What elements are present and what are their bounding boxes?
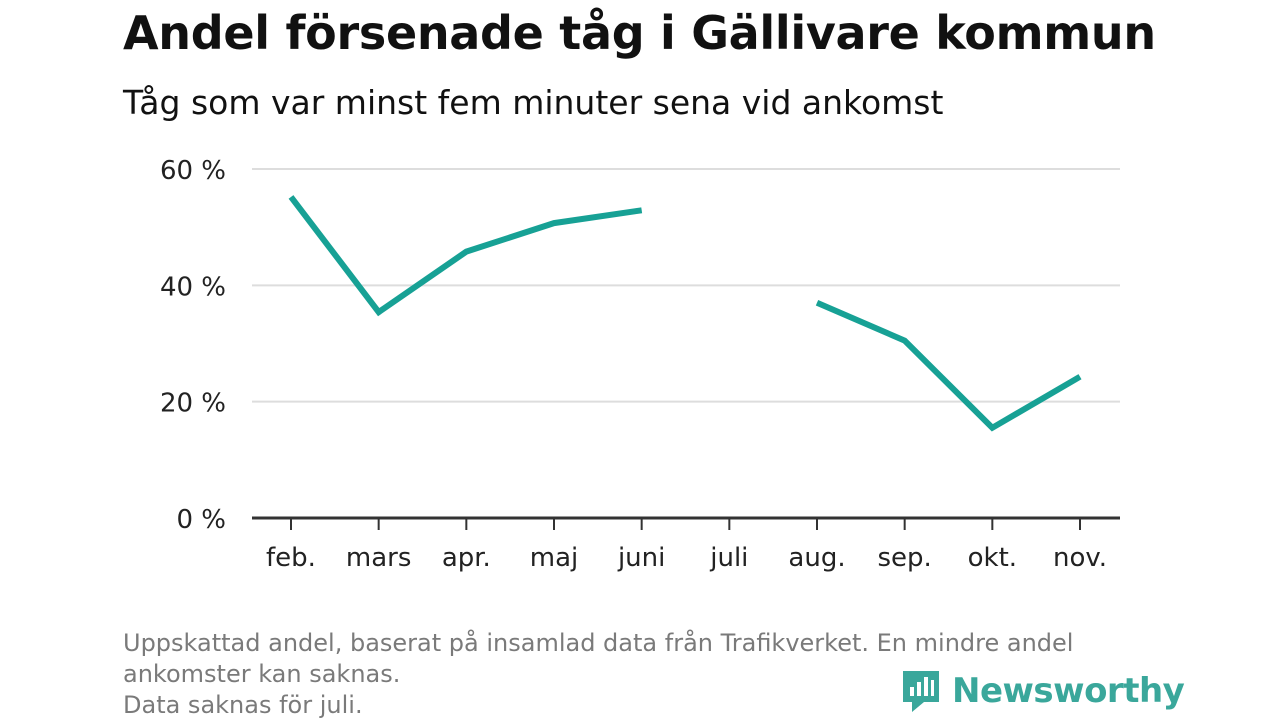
x-tick-label: maj [530,543,578,573]
line-chart: 0 % 20 % 40 % 60 % feb. mars apr. maj juni juli au… [160,156,1120,573]
footnote-line-3: Data saknas för juli. [123,691,363,719]
x-tick-label: aug. [788,543,845,573]
chart-subtitle: Tåg som var minst fem minuter sena vid a… [123,83,944,122]
brand-logo: Newsworthy [900,668,1185,714]
footnote-line-2: ankomster kan saknas. [123,660,401,688]
x-tick-label: apr. [442,543,491,573]
y-tick-label: 60 % [160,156,226,186]
x-tick-label: okt. [968,543,1017,573]
x-tick-label: juli [709,543,748,573]
series-line [815,300,1082,432]
x-tick-label: mars [346,543,412,573]
footnote: Uppskattad andel, baserat på insamlad da… [123,628,1153,720]
x-tick-label: sep. [878,543,932,573]
newsworthy-logo-icon [903,671,939,712]
x-tick-label: feb. [266,543,316,573]
chart-title: Andel försenade tåg i Gällivare kommun [123,6,1156,60]
x-tick-label: nov. [1053,543,1107,573]
y-tick-label: 20 % [160,389,226,419]
x-tick-label: juni [617,543,665,573]
footnote-line-1: Uppskattad andel, baserat på insamlad da… [123,629,1074,657]
series-line [288,195,643,317]
y-tick-label: 40 % [160,272,226,302]
brand-name: Newsworthy [952,671,1185,711]
y-tick-label: 0 % [176,505,226,535]
